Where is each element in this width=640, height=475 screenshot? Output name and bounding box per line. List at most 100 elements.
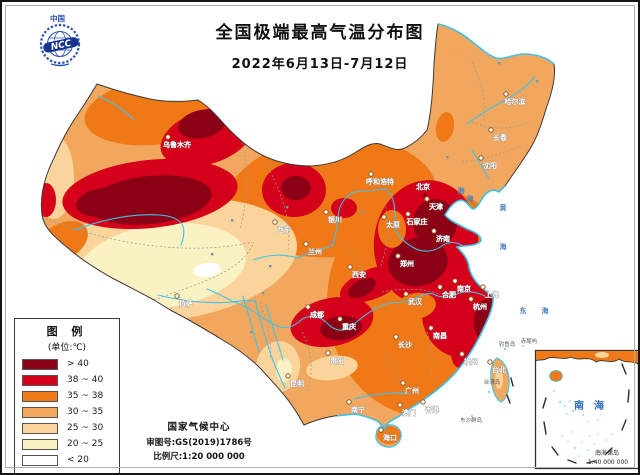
city-label: 西安 [352,270,366,279]
map-approval-number: 审图号:GS(2019)1786号 [146,438,252,448]
legend-range-label: < 20 [67,455,89,465]
city-marker [405,211,411,217]
city-marker [428,325,434,331]
legend-color-swatch [22,406,58,418]
city-label: 石家庄 [406,217,428,226]
city-沈阳: 沈阳 [478,155,497,170]
legend-color-swatch [22,454,58,466]
city-乌鲁木齐: 乌鲁木齐 [163,134,192,149]
city-label: 上海 [485,290,499,299]
legend-unit: (单位:℃) [47,343,87,353]
city-marker [400,380,406,386]
city-label: 台北 [492,365,506,374]
city-label: 呼和浩特 [366,177,394,186]
city-香港: 香港 [420,399,440,414]
city-昆明: 昆明 [285,373,304,388]
city-济南: 济南 [431,228,450,243]
city-广州: 广州 [400,380,419,395]
legend-range-label: > 40 [67,359,89,369]
logo-acronym-text: NCC [50,39,73,53]
city-label: 合肥 [441,290,456,299]
city-marker [381,214,387,220]
city-label: 海口 [383,433,397,442]
city-郑州: 郑州 [395,253,414,268]
legend-box: 图 例 (单位:℃) > 40 38 ~ 40 35 ~ 38 30 ~ 35 25 ~… [14,318,120,473]
city-marker [378,427,384,433]
city-南京: 南京 [452,278,471,293]
city-label: 太原 [386,220,400,229]
legend-row: > 40 [15,356,119,372]
city-marker [488,127,494,133]
city-label: 成都 [310,310,324,319]
city-石家庄: 石家庄 [405,211,428,226]
city-上海: 上海 [480,284,499,299]
nine-dash-line [542,363,630,464]
organization-name: 国家气候中心 [167,422,231,433]
city-长春: 长春 [488,127,508,142]
city-太原: 太原 [381,214,400,229]
map-scale: 比例尺:1:20 000 000 [153,452,245,462]
legend-row: < 20 [15,452,119,468]
island-label: 台湾岛 [484,378,501,386]
city-marker [424,196,430,202]
inset-island-dots [553,390,613,457]
legend-row: 38 ~ 40 [15,372,119,388]
city-marker [393,334,399,340]
city-marker [480,284,486,290]
city-marker [174,293,180,299]
city-marker [395,253,401,259]
city-呼和浩特: 呼和浩特 [366,171,394,186]
legend-range-label: 20 ~ 25 [67,439,104,449]
legend-range-label: 38 ~ 40 [67,375,104,385]
legend-color-swatch [22,390,58,402]
sea-label: 东 [520,306,527,315]
ncc-logo: 中国 NCC [39,13,81,67]
city-marker [503,91,509,97]
city-marker [325,350,331,356]
footer-credits: 国家气候中心 审图号:GS(2019)1786号 比例尺:1:20 000 00… [109,419,289,462]
legend-items: > 40 38 ~ 40 35 ~ 38 30 ~ 35 25 ~ 30 20 ~ 25 <… [15,356,119,468]
legend-row: 25 ~ 30 [15,420,119,436]
city-哈尔滨: 哈尔滨 [503,91,526,106]
logo-cn-text: 中国 [50,13,65,23]
city-贵阳: 贵阳 [325,350,344,365]
sea-label: 海 [594,399,604,412]
city-label: 天津 [429,202,443,211]
city-西安: 西安 [347,264,366,279]
city-marker [165,134,171,140]
city-marker [285,373,291,379]
city-marker [397,402,403,408]
city-label: 昆明 [290,379,304,388]
legend-range-label: 30 ~ 35 [67,407,104,417]
island-label: 东沙群岛 [460,416,483,424]
city-marker [431,228,437,234]
city-label: 济南 [436,234,450,243]
legend-range-label: 35 ~ 38 [67,391,104,401]
city-南宁: 南宁 [346,399,365,414]
city-澳门: 澳门 [397,402,416,417]
city-marker [347,264,353,270]
city-label: 重庆 [342,322,356,331]
city-label: 香港 [424,405,440,414]
legend-row: 35 ~ 38 [15,388,119,404]
sea-label: 黄 [500,203,507,212]
island-label: 钓鱼岛 [499,340,516,348]
city-海口: 海口 [378,427,397,442]
city-杭州: 杭州 [468,296,487,311]
city-label: 武汉 [408,297,423,306]
city-marker [437,284,443,290]
island-label: 赤尾屿 [521,337,538,345]
city-南昌: 南昌 [428,325,447,340]
city-label: 长沙 [398,340,412,349]
legend-color-swatch [22,358,58,370]
city-label: 沈阳 [483,161,497,170]
city-label: 杭州 [473,302,487,311]
sea-label: 海 [500,242,507,251]
legend-color-swatch [22,374,58,386]
city-武汉: 武汉 [403,291,423,306]
legend-row: 20 ~ 25 [15,436,119,452]
city-label: 南昌 [433,331,447,340]
